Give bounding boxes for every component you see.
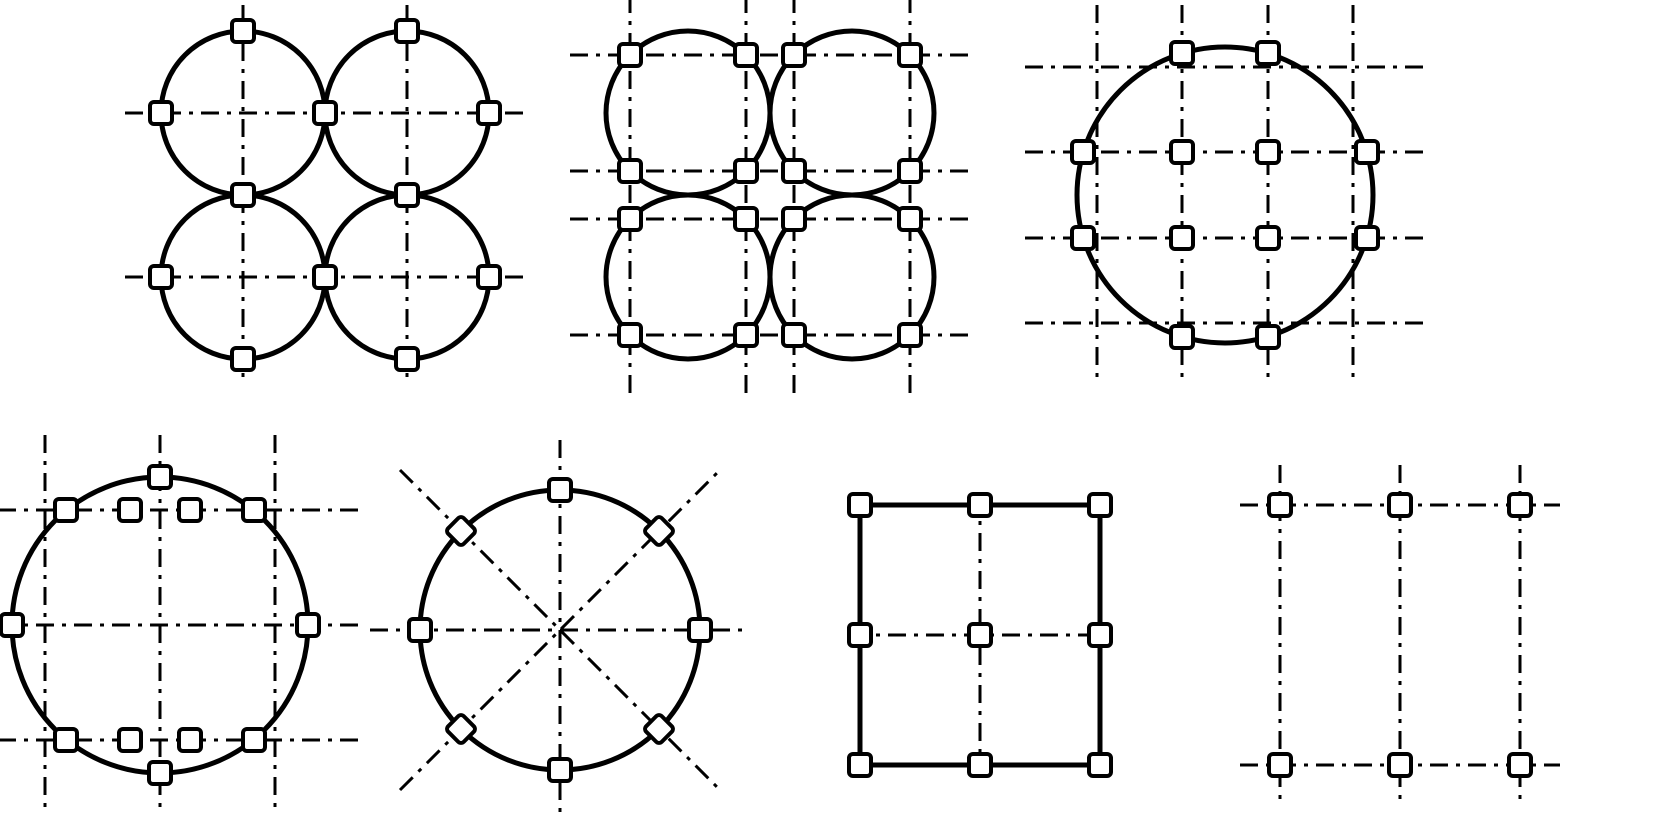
node-marker xyxy=(150,266,172,288)
node-marker xyxy=(735,160,757,182)
node-marker xyxy=(314,102,336,124)
node-marker xyxy=(1509,754,1531,776)
panel-c xyxy=(1025,5,1425,385)
node-marker xyxy=(1171,141,1193,163)
node-marker xyxy=(899,324,921,346)
circle-outline xyxy=(1077,47,1373,343)
diagram-canvas xyxy=(0,0,1654,824)
node-marker xyxy=(899,208,921,230)
node-marker xyxy=(899,160,921,182)
node-marker xyxy=(1072,227,1094,249)
node-marker xyxy=(1257,42,1279,64)
node-marker xyxy=(1089,754,1111,776)
node-marker xyxy=(1269,754,1291,776)
node-marker xyxy=(1171,326,1193,348)
panel-e xyxy=(370,440,750,820)
node-marker xyxy=(849,494,871,516)
node-marker xyxy=(969,754,991,776)
node-marker xyxy=(150,102,172,124)
panel-g xyxy=(1240,465,1560,805)
node-marker xyxy=(1,614,23,636)
node-marker xyxy=(232,184,254,206)
node-marker xyxy=(619,160,641,182)
node-marker xyxy=(1257,227,1279,249)
node-marker xyxy=(1171,42,1193,64)
node-marker xyxy=(783,324,805,346)
node-marker xyxy=(783,160,805,182)
panel-a xyxy=(125,5,525,385)
node-marker xyxy=(119,499,141,521)
node-marker xyxy=(1072,141,1094,163)
node-marker xyxy=(1356,227,1378,249)
node-marker xyxy=(243,729,265,751)
panel-b xyxy=(570,0,970,395)
node-marker xyxy=(478,266,500,288)
node-marker xyxy=(1389,494,1411,516)
node-marker xyxy=(619,208,641,230)
node-marker xyxy=(119,729,141,751)
node-marker xyxy=(1356,141,1378,163)
node-marker xyxy=(1509,494,1531,516)
node-marker xyxy=(619,324,641,346)
node-marker xyxy=(735,44,757,66)
node-marker xyxy=(396,348,418,370)
node-marker xyxy=(1089,624,1111,646)
node-marker xyxy=(1257,141,1279,163)
node-marker xyxy=(297,614,319,636)
panel-d xyxy=(0,435,360,815)
node-marker xyxy=(314,266,336,288)
node-marker xyxy=(149,466,171,488)
node-marker xyxy=(409,619,431,641)
node-marker xyxy=(396,184,418,206)
node-marker xyxy=(232,20,254,42)
node-marker xyxy=(619,44,641,66)
node-marker xyxy=(549,759,571,781)
panel-f xyxy=(849,494,1111,776)
node-marker xyxy=(689,619,711,641)
node-marker xyxy=(1257,326,1279,348)
node-marker xyxy=(969,494,991,516)
node-marker xyxy=(549,479,571,501)
node-marker xyxy=(179,729,201,751)
node-marker xyxy=(232,348,254,370)
node-marker xyxy=(735,208,757,230)
node-marker xyxy=(783,44,805,66)
node-marker xyxy=(55,499,77,521)
node-marker xyxy=(735,324,757,346)
node-marker xyxy=(478,102,500,124)
node-marker xyxy=(849,624,871,646)
node-marker xyxy=(1269,494,1291,516)
node-marker xyxy=(243,499,265,521)
node-marker xyxy=(396,20,418,42)
node-marker xyxy=(969,624,991,646)
node-marker xyxy=(149,762,171,784)
node-marker xyxy=(179,499,201,521)
node-marker xyxy=(899,44,921,66)
node-marker xyxy=(783,208,805,230)
node-marker xyxy=(1089,494,1111,516)
node-marker xyxy=(1171,227,1193,249)
node-marker xyxy=(849,754,871,776)
node-marker xyxy=(55,729,77,751)
node-marker xyxy=(1389,754,1411,776)
